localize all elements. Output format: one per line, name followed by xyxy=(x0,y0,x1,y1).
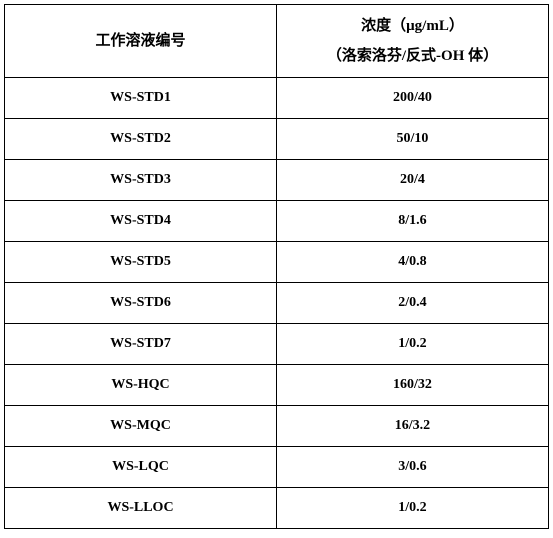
cell-id: WS-STD6 xyxy=(5,283,277,324)
header-id-label: 工作溶液编号 xyxy=(9,26,272,56)
cell-id: WS-STD1 xyxy=(5,78,277,119)
cell-conc: 20/4 xyxy=(277,160,549,201)
table-row: WS-LLOC 1/0.2 xyxy=(5,488,549,529)
cell-id: WS-STD2 xyxy=(5,119,277,160)
header-conc-line2: （洛索洛芬/反式-OH 体） xyxy=(281,41,544,71)
column-header-concentration: 浓度（μg/mL） （洛索洛芬/反式-OH 体） xyxy=(277,5,549,78)
cell-conc: 16/3.2 xyxy=(277,406,549,447)
table-row: WS-STD1 200/40 xyxy=(5,78,549,119)
cell-conc: 2/0.4 xyxy=(277,283,549,324)
cell-id: WS-STD4 xyxy=(5,201,277,242)
table-header-row: 工作溶液编号 浓度（μg/mL） （洛索洛芬/反式-OH 体） xyxy=(5,5,549,78)
cell-conc: 3/0.6 xyxy=(277,447,549,488)
table-row: WS-STD5 4/0.8 xyxy=(5,242,549,283)
table-row: WS-LQC 3/0.6 xyxy=(5,447,549,488)
table-row: WS-STD4 8/1.6 xyxy=(5,201,549,242)
cell-id: WS-MQC xyxy=(5,406,277,447)
cell-id: WS-LLOC xyxy=(5,488,277,529)
cell-conc: 1/0.2 xyxy=(277,488,549,529)
table-row: WS-STD6 2/0.4 xyxy=(5,283,549,324)
cell-conc: 1/0.2 xyxy=(277,324,549,365)
standards-table-container: 工作溶液编号 浓度（μg/mL） （洛索洛芬/反式-OH 体） WS-STD1 … xyxy=(4,4,549,529)
cell-conc: 8/1.6 xyxy=(277,201,549,242)
cell-id: WS-STD7 xyxy=(5,324,277,365)
table-body: WS-STD1 200/40 WS-STD2 50/10 WS-STD3 20/… xyxy=(5,78,549,529)
cell-id: WS-STD5 xyxy=(5,242,277,283)
cell-conc: 200/40 xyxy=(277,78,549,119)
cell-id: WS-HQC xyxy=(5,365,277,406)
cell-conc: 160/32 xyxy=(277,365,549,406)
table-row: WS-STD2 50/10 xyxy=(5,119,549,160)
table-row: WS-STD3 20/4 xyxy=(5,160,549,201)
table-row: WS-HQC 160/32 xyxy=(5,365,549,406)
column-header-id: 工作溶液编号 xyxy=(5,5,277,78)
standards-table: 工作溶液编号 浓度（μg/mL） （洛索洛芬/反式-OH 体） WS-STD1 … xyxy=(4,4,549,529)
cell-id: WS-LQC xyxy=(5,447,277,488)
cell-id: WS-STD3 xyxy=(5,160,277,201)
header-conc-line1: 浓度（μg/mL） xyxy=(281,11,544,41)
cell-conc: 4/0.8 xyxy=(277,242,549,283)
table-row: WS-MQC 16/3.2 xyxy=(5,406,549,447)
table-row: WS-STD7 1/0.2 xyxy=(5,324,549,365)
cell-conc: 50/10 xyxy=(277,119,549,160)
